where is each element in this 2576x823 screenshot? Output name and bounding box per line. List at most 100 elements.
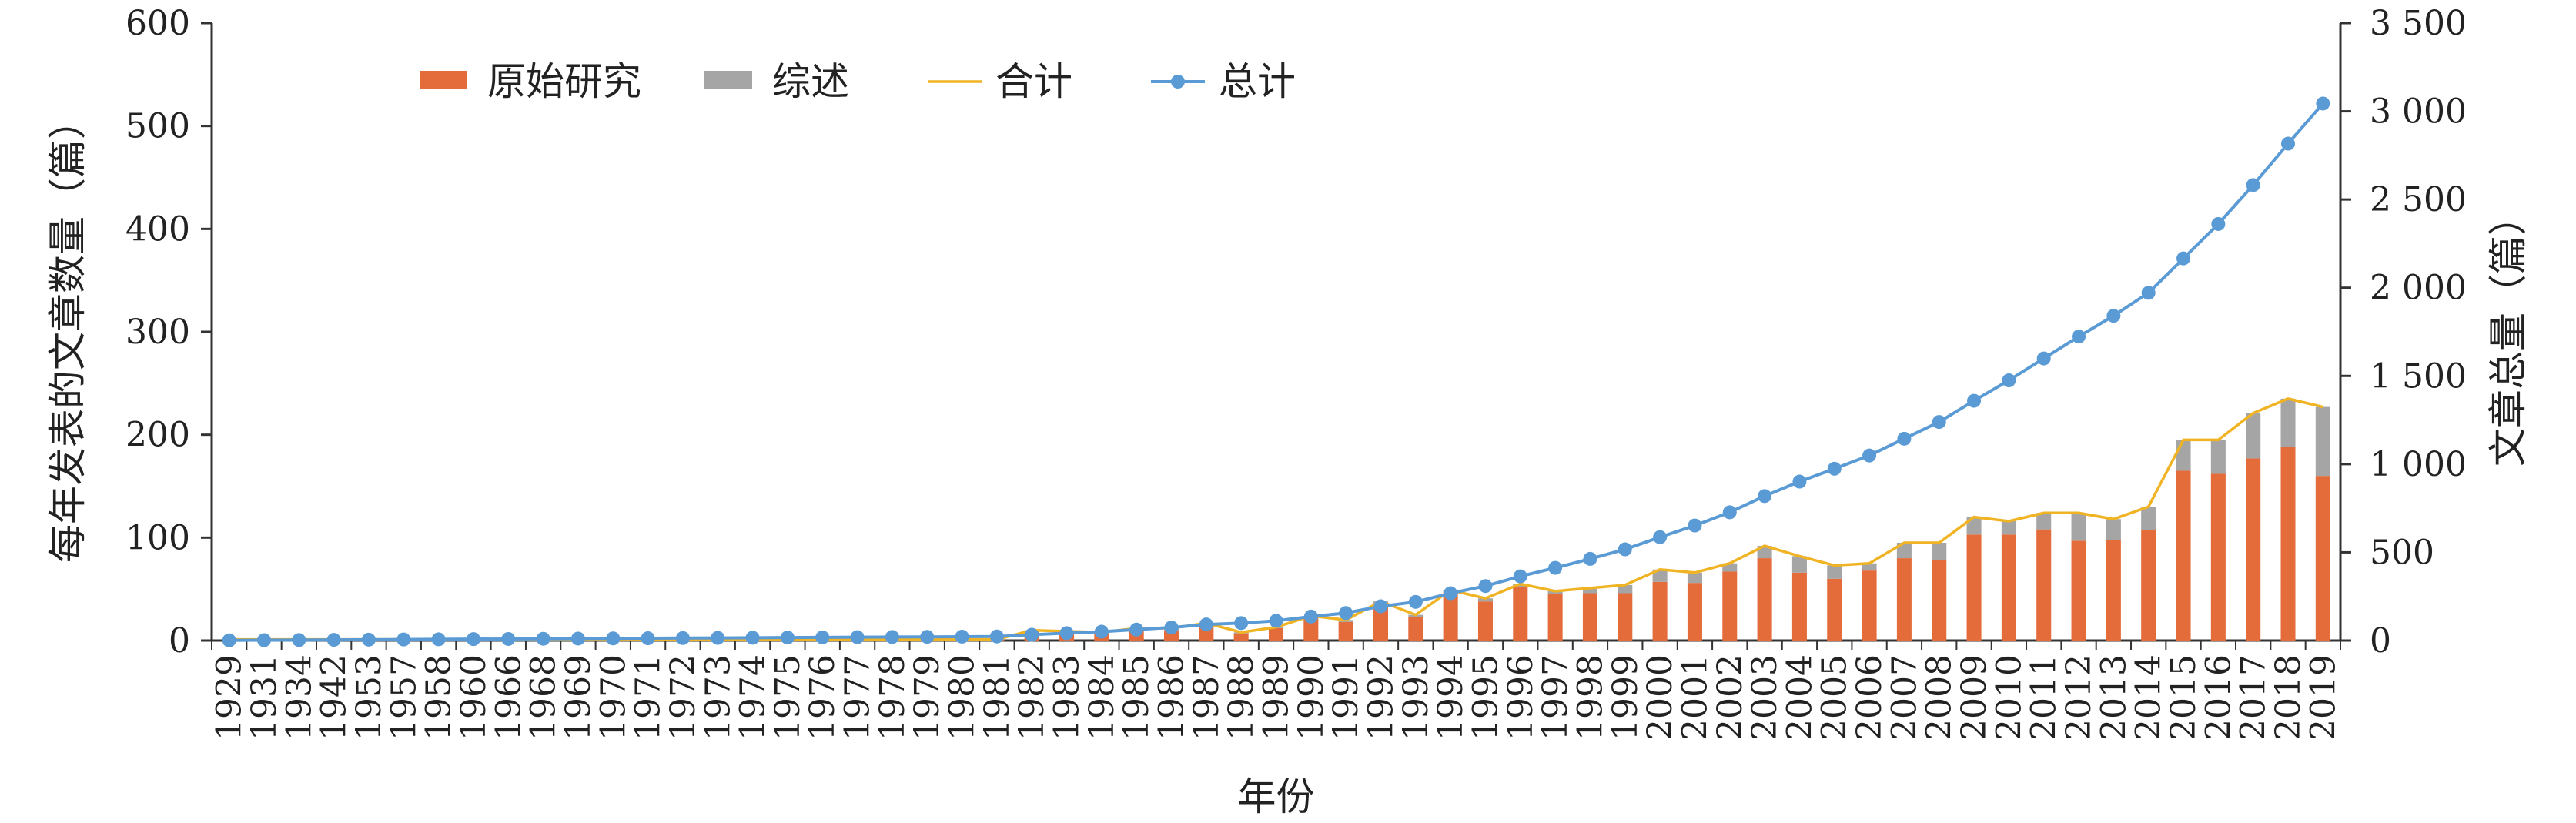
bar-review [1827,565,1842,579]
point-cumulative-total [1478,579,1493,594]
bar-original-research [1652,581,1668,641]
point-cumulative-total [1548,560,1563,575]
x-tick-label: 2013 [2094,654,2133,741]
point-cumulative-total [1303,609,1318,624]
x-tick-label: 1975 [768,654,808,741]
y-tick-label-right: 500 [2370,533,2434,572]
point-cumulative-total [2176,251,2191,266]
point-cumulative-total [1932,415,1946,430]
bar-review [1618,584,1633,594]
legend-marker [1171,75,1185,89]
point-cumulative-total [2036,351,2051,366]
point-cumulative-total [361,632,376,647]
point-cumulative-total [1373,599,1388,614]
point-cumulative-total [641,631,655,646]
bar-original-research [1408,617,1423,641]
y-axis-title-right: 文章总量（篇） [2486,197,2531,467]
point-cumulative-total [1513,569,1527,584]
bar-original-research [2280,447,2296,641]
x-tick-label: 2014 [2129,654,2169,741]
x-axis-title: 年份 [1238,774,1315,819]
bar-original-research [1827,578,1842,641]
bar-original-research [2036,529,2052,641]
x-tick-label: 1980 [943,654,982,741]
point-cumulative-total [2246,178,2260,192]
x-tick-label: 1976 [803,654,842,741]
bar-review [1791,556,1807,573]
bar-original-research [2141,530,2156,641]
point-cumulative-total [466,632,480,647]
point-cumulative-total [1199,617,1213,632]
point-cumulative-total [536,631,550,646]
x-tick-label: 1953 [350,654,389,741]
x-tick-label: 2017 [2234,654,2273,741]
bar-original-research [1373,603,1389,641]
bar-review [1513,584,1528,587]
point-cumulative-total [885,630,899,644]
y-tick-label-left: 600 [125,4,190,43]
bar-review [1896,543,1912,559]
x-tick-label: 1974 [734,654,773,741]
point-cumulative-total [2106,309,2121,323]
point-cumulative-total [1618,542,1632,557]
x-tick-label: 1969 [559,654,598,741]
legend-label: 合计 [995,59,1072,104]
x-tick-label: 2012 [2059,654,2099,741]
legend-label: 综述 [772,59,849,104]
bar-review [1477,598,1493,602]
x-tick-label: 1989 [1257,654,1296,741]
bar-review [2071,513,2086,541]
point-cumulative-total [675,631,690,645]
y-tick-label-left: 500 [125,107,190,146]
point-cumulative-total [1025,627,1039,642]
bar-original-research [1513,587,1528,641]
bar-review [2210,440,2226,474]
bar-original-research [1757,558,1772,641]
point-cumulative-total [1059,626,1074,641]
bar-original-research [1862,570,1877,641]
x-tick-label: 2001 [1675,654,1715,741]
point-cumulative-total [292,633,306,647]
bar-original-research [1303,617,1319,641]
y-tick-label-right: 1 000 [2370,445,2467,484]
x-tick-label: 1995 [1466,654,1505,741]
x-tick-label: 1999 [1606,654,1645,741]
point-cumulative-total [850,630,865,644]
x-tick-label: 2018 [2269,654,2308,741]
point-cumulative-total [606,631,621,646]
point-cumulative-total [1758,489,1772,504]
x-tick-label: 1966 [489,654,528,741]
bar-original-research [2001,534,2016,641]
y-tick-label-right: 2 500 [2370,180,2467,219]
x-tick-label: 2010 [1989,654,2029,741]
x-tick-label: 2009 [1955,654,1994,741]
bar-review [1547,590,1563,594]
x-tick-label: 2002 [1711,654,1750,741]
y-tick-label-left: 0 [169,621,190,661]
x-tick-label: 1971 [629,654,668,741]
x-tick-label: 2019 [2303,654,2343,741]
bar-original-research [1618,593,1633,641]
point-cumulative-total [1164,621,1179,635]
bar-review [1862,563,1877,571]
bar-original-research [2106,540,2121,641]
point-cumulative-total [396,632,411,647]
point-cumulative-total [2316,96,2330,111]
bar-review [1582,587,1597,594]
bar-original-research [2071,540,2086,641]
bar-original-research [1338,621,1353,641]
point-cumulative-total [2002,373,2016,388]
bar-original-research [1791,572,1807,641]
x-tick-label: 1984 [1082,654,1122,741]
y-tick-label-right: 1 500 [2370,356,2467,396]
x-tick-label: 1993 [1397,654,1436,741]
point-cumulative-total [1234,616,1249,631]
bar-original-research [2315,476,2330,641]
labels-layer: 0 100 200 300 400 500 600 0 500 1 000 1 500 2 000 2 … [45,4,2531,819]
point-cumulative-total [1688,518,1702,533]
point-cumulative-total [711,631,725,645]
bar-original-research [2210,473,2226,641]
point-cumulative-total [1653,530,1668,544]
point-cumulative-total [989,629,1004,644]
